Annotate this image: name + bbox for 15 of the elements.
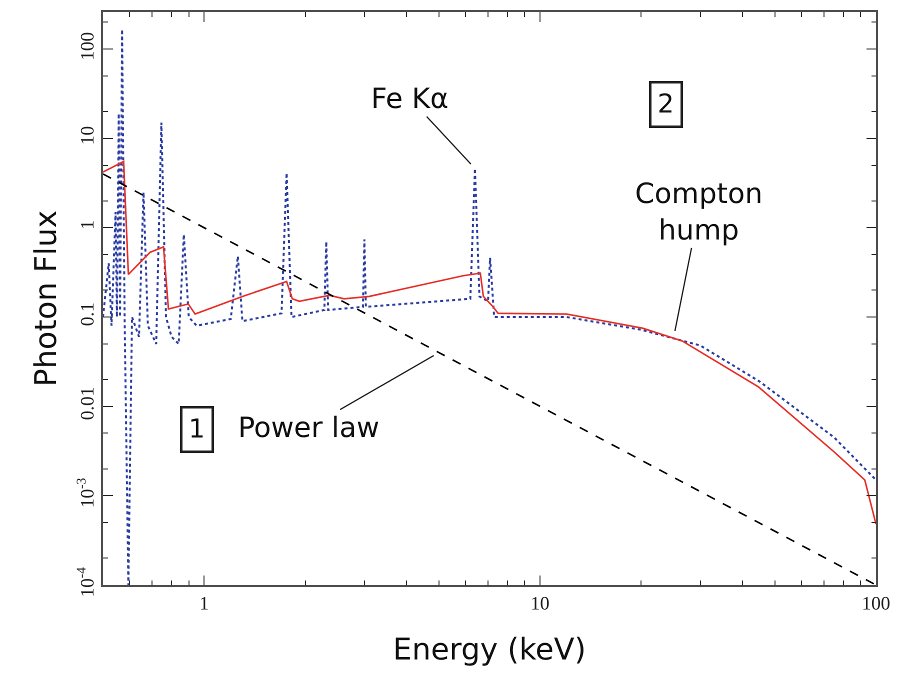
annotation: Fe Kα [371, 82, 449, 115]
annotation: Compton hump [635, 177, 763, 246]
annotation: Power law [238, 411, 380, 444]
y-tick-label: 0.01 [78, 386, 99, 420]
x-tick-label: 1 [199, 594, 209, 615]
y-tick-label: 0.1 [78, 302, 99, 326]
x-tick-label: 10 [530, 594, 550, 615]
y-tick-label: 1 [78, 220, 99, 230]
x-axis-title: Energy (keV) [392, 632, 586, 668]
y-axis-title: Photon Flux [29, 210, 64, 387]
annotation: 1 [188, 414, 206, 444]
x-tick-label: 100 [862, 594, 890, 615]
y-tick-label: 10 [78, 126, 99, 146]
annotation: 2 [658, 90, 674, 120]
y-tick-label: 100 [78, 32, 99, 60]
